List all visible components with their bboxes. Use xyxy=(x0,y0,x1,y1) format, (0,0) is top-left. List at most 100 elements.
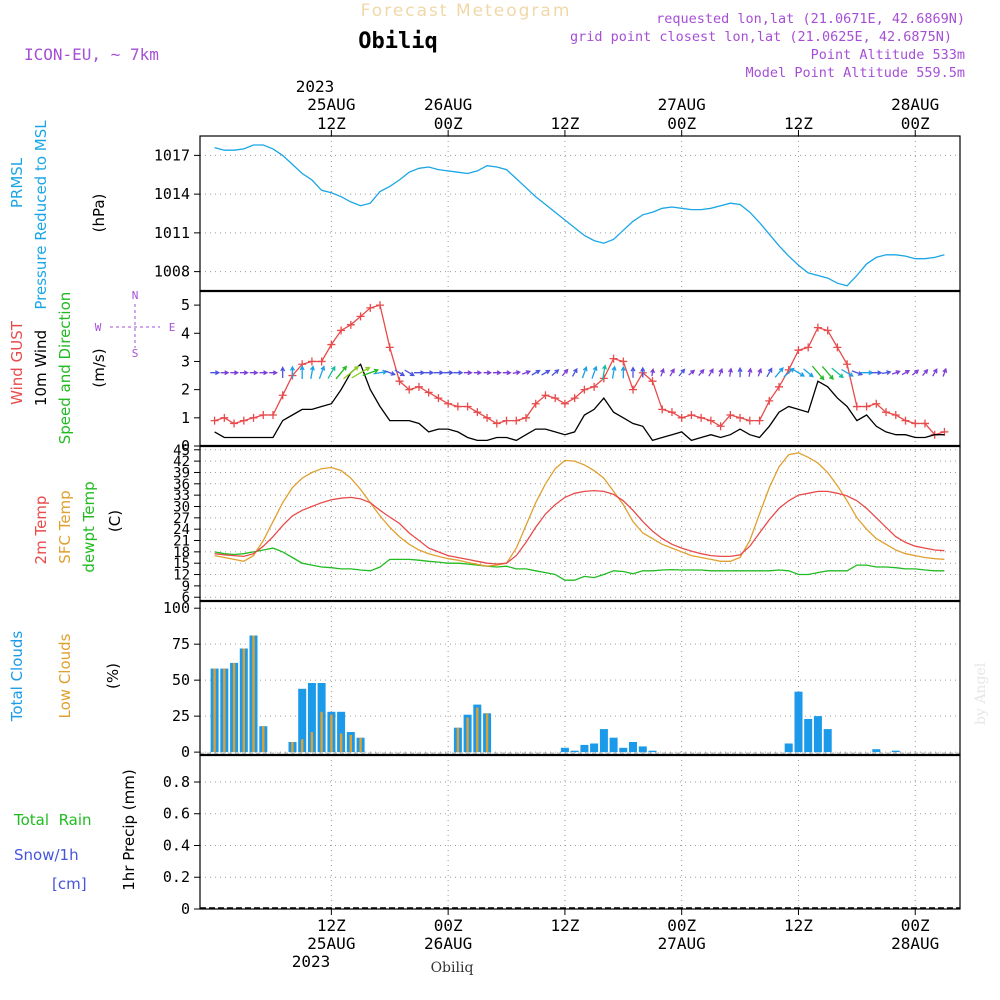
gust-point xyxy=(940,427,949,436)
top-time-label: 12Z xyxy=(784,114,813,133)
precip-yaxis: 0 0.2 0.4 0.6 0.8 xyxy=(163,773,960,918)
bottom-time-label: 00Z xyxy=(667,916,696,935)
wind-arrow xyxy=(601,364,608,381)
wind-arrow xyxy=(249,370,259,376)
total-cloud-bar xyxy=(337,711,346,753)
top-time-label: 12Z xyxy=(317,114,346,133)
compass-e: E xyxy=(169,321,176,334)
gust-point xyxy=(424,388,433,397)
gust-point xyxy=(901,416,910,425)
gust-point xyxy=(687,411,696,419)
gust-point xyxy=(337,326,346,335)
wind-arrow xyxy=(230,370,240,376)
wind-arrow xyxy=(424,370,435,376)
gust-point xyxy=(395,377,404,386)
wind-arrow xyxy=(783,367,795,378)
gust-point xyxy=(453,402,462,411)
low-clouds-label: Low Clouds xyxy=(56,633,74,718)
panel-precip: Total Rain Snow/1h [cm] 1hr Precip (mm) xyxy=(13,769,138,893)
gust-point xyxy=(268,411,277,419)
gust-point xyxy=(716,422,725,431)
gust-point xyxy=(317,357,326,366)
gust-point xyxy=(677,413,686,422)
low-cloud-bar xyxy=(213,668,216,753)
gridpoint-coords: grid point closest lon,lat (21.0625E, 42… xyxy=(570,29,952,45)
total-cloud-bar xyxy=(307,683,316,753)
bottom-date-label: 25AUG xyxy=(307,934,355,953)
compass-rose: N S W E xyxy=(95,289,176,360)
wind-tick-label: 0 xyxy=(181,437,190,455)
bottom-date-label: 28AUG xyxy=(891,934,939,953)
wind-arrow xyxy=(362,368,380,377)
speed-direction-label: Speed and Direction xyxy=(56,292,74,445)
dew-series-line xyxy=(214,547,945,581)
bottom-time-label: 00Z xyxy=(901,916,930,935)
model-label: ICON-EU, ~ 7km xyxy=(24,45,159,64)
gust-point xyxy=(259,411,268,419)
total-cloud-bar xyxy=(638,746,647,753)
gust-markers xyxy=(210,301,949,439)
precip-tick-label: 0.6 xyxy=(163,805,190,823)
temp-tick-label: 27 xyxy=(173,511,190,527)
precip-tick-label: 0 xyxy=(181,900,190,918)
pressure-label: Pressure Reduced to MSL xyxy=(32,120,50,310)
panel-grid-1 xyxy=(330,136,916,291)
panel-prmsl: PRMSL Pressure Reduced to MSL (hPa) xyxy=(8,120,108,310)
total-clouds-label: Total Clouds xyxy=(8,631,26,723)
precip-tick-label: 0.2 xyxy=(163,868,190,886)
wind-arrow xyxy=(688,369,696,376)
wind-arrow xyxy=(803,368,814,378)
gust-point xyxy=(658,405,667,414)
panel-grid-2 xyxy=(330,291,916,446)
gust-point xyxy=(823,326,832,335)
wind-arrow xyxy=(220,370,230,376)
gust-point xyxy=(307,357,316,366)
chart-title: Forecast Meteogram xyxy=(361,1,572,21)
total-cloud-bar xyxy=(794,691,803,753)
gust-point xyxy=(463,402,472,411)
wind-arrow xyxy=(678,368,686,377)
low-cloud-bar xyxy=(359,737,362,753)
wind-arrow xyxy=(394,369,406,377)
temp-tick-label: 39 xyxy=(173,465,190,481)
temp-tick-label: 12 xyxy=(173,568,190,584)
low-cloud-bar xyxy=(232,662,236,753)
total-cloud-bar xyxy=(629,742,637,753)
wind-arrow xyxy=(309,365,315,380)
gust-point xyxy=(560,399,569,408)
wind-arrow xyxy=(541,369,551,376)
bottom-date-label: 26AUG xyxy=(424,934,472,953)
wind-arrow xyxy=(698,368,705,377)
gust-point xyxy=(619,357,628,366)
wind-arrow xyxy=(404,369,415,377)
gust-point xyxy=(570,394,579,403)
gust-point xyxy=(531,399,540,408)
temp-tick-label: 24 xyxy=(173,522,190,538)
wind-arrow xyxy=(433,370,445,376)
gust-point xyxy=(852,402,861,411)
gust-point xyxy=(648,377,657,386)
gust-point xyxy=(833,343,842,352)
wind-arrow xyxy=(343,365,360,380)
top-time-label: 00Z xyxy=(434,114,463,133)
gust-point xyxy=(278,391,287,400)
wind-arrow xyxy=(650,367,656,377)
wind-arrow xyxy=(630,366,636,378)
low-cloud-bar xyxy=(339,733,343,753)
wind-arrow xyxy=(792,369,806,377)
wind-arrow xyxy=(851,370,864,376)
gust-point xyxy=(609,354,618,363)
total-cloud-bar xyxy=(590,743,599,753)
gust-point xyxy=(755,416,764,425)
sfc-label: SFC Temp xyxy=(56,490,74,563)
gust-point xyxy=(210,416,219,425)
gust-point xyxy=(327,340,336,349)
panel-grid-5 xyxy=(330,755,916,909)
gust-point xyxy=(794,346,803,355)
snow-unit-label: [cm] xyxy=(52,875,87,893)
wind-arrow xyxy=(922,368,929,377)
gust-point xyxy=(745,416,754,425)
wind-arrow xyxy=(453,370,464,376)
prmsl-unit: (hPa) xyxy=(90,194,108,233)
